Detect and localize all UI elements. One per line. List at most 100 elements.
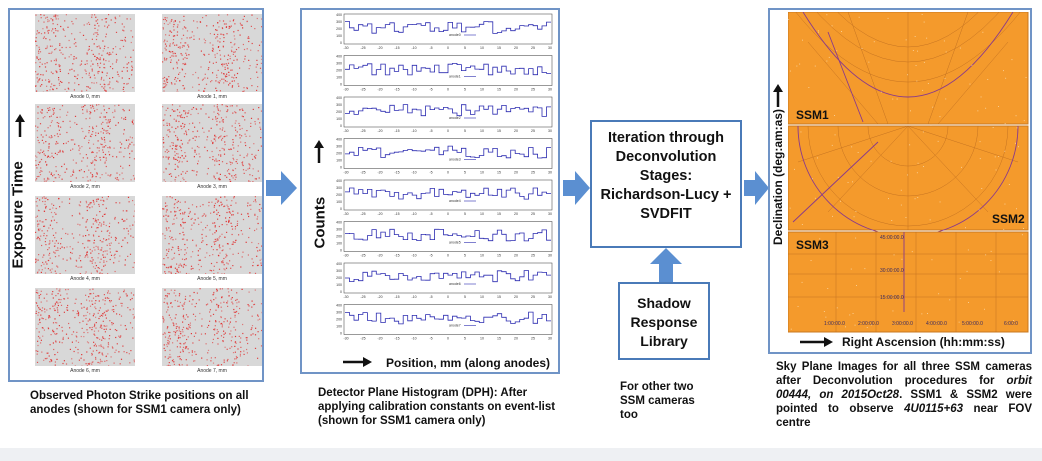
- dph-xtick-3-11: 25: [531, 171, 535, 175]
- dph-ytick-0-0: 400: [336, 13, 342, 17]
- dph-legend-5: anode5: [449, 241, 461, 245]
- dph-xtick-2-1: -25: [360, 129, 365, 133]
- anode-image-6: [35, 288, 135, 366]
- counts-arrow: [314, 140, 324, 163]
- anode-label-5: Anode 5, mm: [197, 276, 227, 282]
- dph-xtick-2-10: 20: [514, 129, 518, 133]
- dph-ytick-1-2: 200: [336, 69, 342, 73]
- position-label: Position, mm (along anodes): [386, 356, 551, 370]
- dph-xtick-1-7: 5: [464, 88, 466, 92]
- dph-ytick-0-4: 0: [340, 41, 342, 45]
- dph-xtick-6-5: -5: [429, 295, 432, 299]
- dph-ytick-0-2: 200: [336, 27, 342, 31]
- dph-ytick-6-3: 100: [336, 283, 342, 287]
- dph-ytick-3-1: 300: [336, 145, 342, 149]
- dph-xtick-0-3: -15: [394, 46, 399, 50]
- dph-xtick-1-6: 0: [447, 88, 449, 92]
- dph-xtick-7-6: 0: [447, 337, 449, 341]
- ssm3-label: SSM3: [796, 238, 829, 252]
- dph-xtick-1-3: -15: [394, 88, 399, 92]
- deconvolution-box: Iteration through Deconvolution Stages: …: [590, 120, 742, 248]
- dph-xtick-5-5: -5: [429, 254, 432, 258]
- dph-xtick-3-12: 30: [548, 171, 552, 175]
- dph-xtick-6-7: 5: [464, 295, 466, 299]
- dph-xtick-4-11: 25: [531, 212, 535, 216]
- dph-xtick-7-8: 10: [480, 337, 484, 341]
- dph-xtick-7-4: -10: [411, 337, 416, 341]
- dph-trace-6: [345, 270, 551, 283]
- anode-label-0: Anode 0, mm: [70, 94, 100, 100]
- flow-arrow-2: [563, 171, 590, 205]
- dph-xtick-5-10: 20: [514, 254, 518, 258]
- shadow-response-library-box: Shadow Response Library: [618, 282, 710, 360]
- dph-xtick-1-9: 15: [497, 88, 501, 92]
- dph-ytick-1-1: 300: [336, 62, 342, 66]
- ssm3-dec-label-15: 15:00:00.0: [880, 295, 904, 301]
- dph-xtick-7-7: 5: [464, 337, 466, 341]
- dph-trace-3: [345, 145, 551, 159]
- ssm2-image: [788, 125, 1029, 237]
- dph-xtick-7-12: 30: [548, 337, 552, 341]
- dph-ytick-1-0: 400: [336, 55, 342, 59]
- dph-xtick-2-12: 30: [548, 129, 552, 133]
- anode-image-4: [35, 196, 135, 274]
- dph-legend-4: anode4: [449, 199, 461, 203]
- anode-image-0: [35, 14, 135, 92]
- dph-xtick-0-1: -25: [360, 46, 365, 50]
- dph-ytick-6-1: 300: [336, 269, 342, 273]
- dph-xtick-3-8: 10: [480, 171, 484, 175]
- dph-trace-7: [345, 311, 551, 325]
- dph-xtick-7-3: -15: [394, 337, 399, 341]
- anode-label-7: Anode 7, mm: [197, 368, 227, 374]
- dph-ytick-0-1: 300: [336, 20, 342, 24]
- dph-ytick-5-1: 300: [336, 228, 342, 232]
- dph-xtick-4-7: 5: [464, 212, 466, 216]
- dph-xtick-5-12: 30: [548, 254, 552, 258]
- dph-xtick-4-0: -30: [343, 212, 348, 216]
- dph-xtick-4-2: -20: [377, 212, 382, 216]
- dph-xtick-2-7: 5: [464, 129, 466, 133]
- dph-xtick-5-9: 15: [497, 254, 501, 258]
- anode-label-4: Anode 4, mm: [70, 276, 100, 282]
- dph-xtick-2-11: 25: [531, 129, 535, 133]
- dph-xtick-2-9: 15: [497, 129, 501, 133]
- dph-xtick-1-2: -20: [377, 88, 382, 92]
- exposure-time-arrow: [15, 114, 25, 137]
- dph-xtick-0-6: 0: [447, 46, 449, 50]
- dph-caption: Detector Plane Histogram (DPH): After ap…: [318, 387, 556, 427]
- dph-xtick-7-9: 15: [497, 337, 501, 341]
- dph-xtick-3-2: -20: [377, 171, 382, 175]
- dph-xtick-4-1: -25: [360, 212, 365, 216]
- dph-xtick-5-6: 0: [447, 254, 449, 258]
- ssm3-ra-label-4: 4:00:00.0: [926, 321, 947, 327]
- dph-ytick-6-0: 400: [336, 262, 342, 266]
- dph-xtick-6-8: 10: [480, 295, 484, 299]
- dph-xtick-7-10: 20: [514, 337, 518, 341]
- dph-legend-2: anode2: [449, 116, 461, 120]
- dph-xtick-6-2: -20: [377, 295, 382, 299]
- dph-xtick-0-2: -20: [377, 46, 382, 50]
- dph-xtick-0-9: 15: [497, 46, 501, 50]
- dph-xtick-1-4: -10: [411, 88, 416, 92]
- dph-ytick-3-3: 100: [336, 159, 342, 163]
- ssm3-image: [788, 231, 1029, 333]
- dph-xtick-4-3: -15: [394, 212, 399, 216]
- dph-xtick-5-0: -30: [343, 254, 348, 258]
- sky-caption: Sky Plane Images for all three SSM camer…: [776, 361, 1032, 429]
- dph-xtick-7-0: -30: [343, 337, 348, 341]
- declination-label: Declination (deg:am:as): [771, 108, 785, 245]
- dph-xtick-0-10: 20: [514, 46, 518, 50]
- dph-xtick-7-2: -20: [377, 337, 382, 341]
- dph-xtick-0-8: 10: [480, 46, 484, 50]
- dph-ytick-2-4: 0: [340, 124, 342, 128]
- dph-xtick-5-3: -15: [394, 254, 399, 258]
- flow-arrow-3: [744, 171, 769, 205]
- dph-ytick-2-3: 100: [336, 117, 342, 121]
- dph-xtick-3-10: 20: [514, 171, 518, 175]
- flow-arrow-1: [266, 171, 297, 205]
- dph-ytick-6-2: 200: [336, 276, 342, 280]
- dph-xtick-5-11: 25: [531, 254, 535, 258]
- dph-xtick-6-6: 0: [447, 295, 449, 299]
